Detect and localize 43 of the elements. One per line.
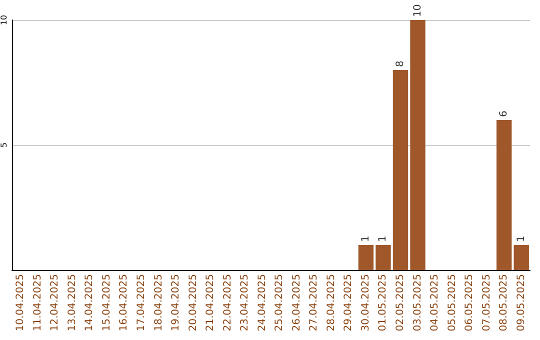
data-label: 1 <box>516 236 527 242</box>
x-tick-label: 14.04.2025 <box>84 274 96 332</box>
x-tick-label: 24.04.2025 <box>256 274 268 332</box>
x-tick-label: 19.04.2025 <box>170 274 182 332</box>
x-tick-label: 08.05.2025 <box>498 274 510 332</box>
x-tick-label: 23.04.2025 <box>240 274 251 332</box>
x-tick-label: 03.05.2025 <box>412 274 424 332</box>
x-tick-label: 28.04.2025 <box>326 274 337 332</box>
x-tick-label: 21.04.2025 <box>205 274 216 332</box>
x-tick-label: 20.04.2025 <box>188 274 199 332</box>
x-tick-label: 05.05.2025 <box>446 274 458 332</box>
x-tick-label: 30.04.2025 <box>360 274 372 332</box>
bar <box>358 245 374 270</box>
x-tick-label: 29.04.2025 <box>343 274 354 332</box>
x-tick-label: 26.04.2025 <box>291 274 302 332</box>
x-tick-label: 18.04.2025 <box>153 274 164 332</box>
x-tick-label: 15.04.2025 <box>101 274 112 332</box>
data-label: 6 <box>498 110 510 117</box>
bar <box>514 245 529 270</box>
x-tick-label: 16.04.2025 <box>118 274 130 332</box>
data-label: 1 <box>378 236 389 242</box>
bar <box>496 120 512 270</box>
x-tick-label: 07.05.2025 <box>481 274 492 332</box>
x-tick-label: 10.04.2025 <box>15 274 26 332</box>
data-label: 8 <box>395 60 406 67</box>
y-tick-label: 5 <box>0 142 8 148</box>
x-tick-label: 02.05.2025 <box>395 274 406 332</box>
x-tick-label: 11.04.2025 <box>32 274 44 332</box>
x-tick-label: 09.05.2025 <box>516 274 527 332</box>
x-tick-label: 17.04.2025 <box>136 274 147 332</box>
bar <box>392 70 408 270</box>
x-tick-label: 04.05.2025 <box>430 274 441 332</box>
x-tick-label: 12.04.2025 <box>50 274 61 332</box>
bar <box>410 20 426 270</box>
data-label: 1 <box>360 236 372 242</box>
x-tick-label: 27.04.2025 <box>308 274 320 332</box>
x-tick-label: 22.04.2025 <box>222 274 234 332</box>
data-label: 10 <box>412 4 424 17</box>
x-tick-label: 06.05.2025 <box>464 274 476 332</box>
x-tick-label: 25.04.2025 <box>274 274 286 332</box>
bar <box>376 245 391 270</box>
x-tick-label: 01.05.2025 <box>378 274 389 332</box>
x-tick-label: 13.04.2025 <box>66 274 78 332</box>
